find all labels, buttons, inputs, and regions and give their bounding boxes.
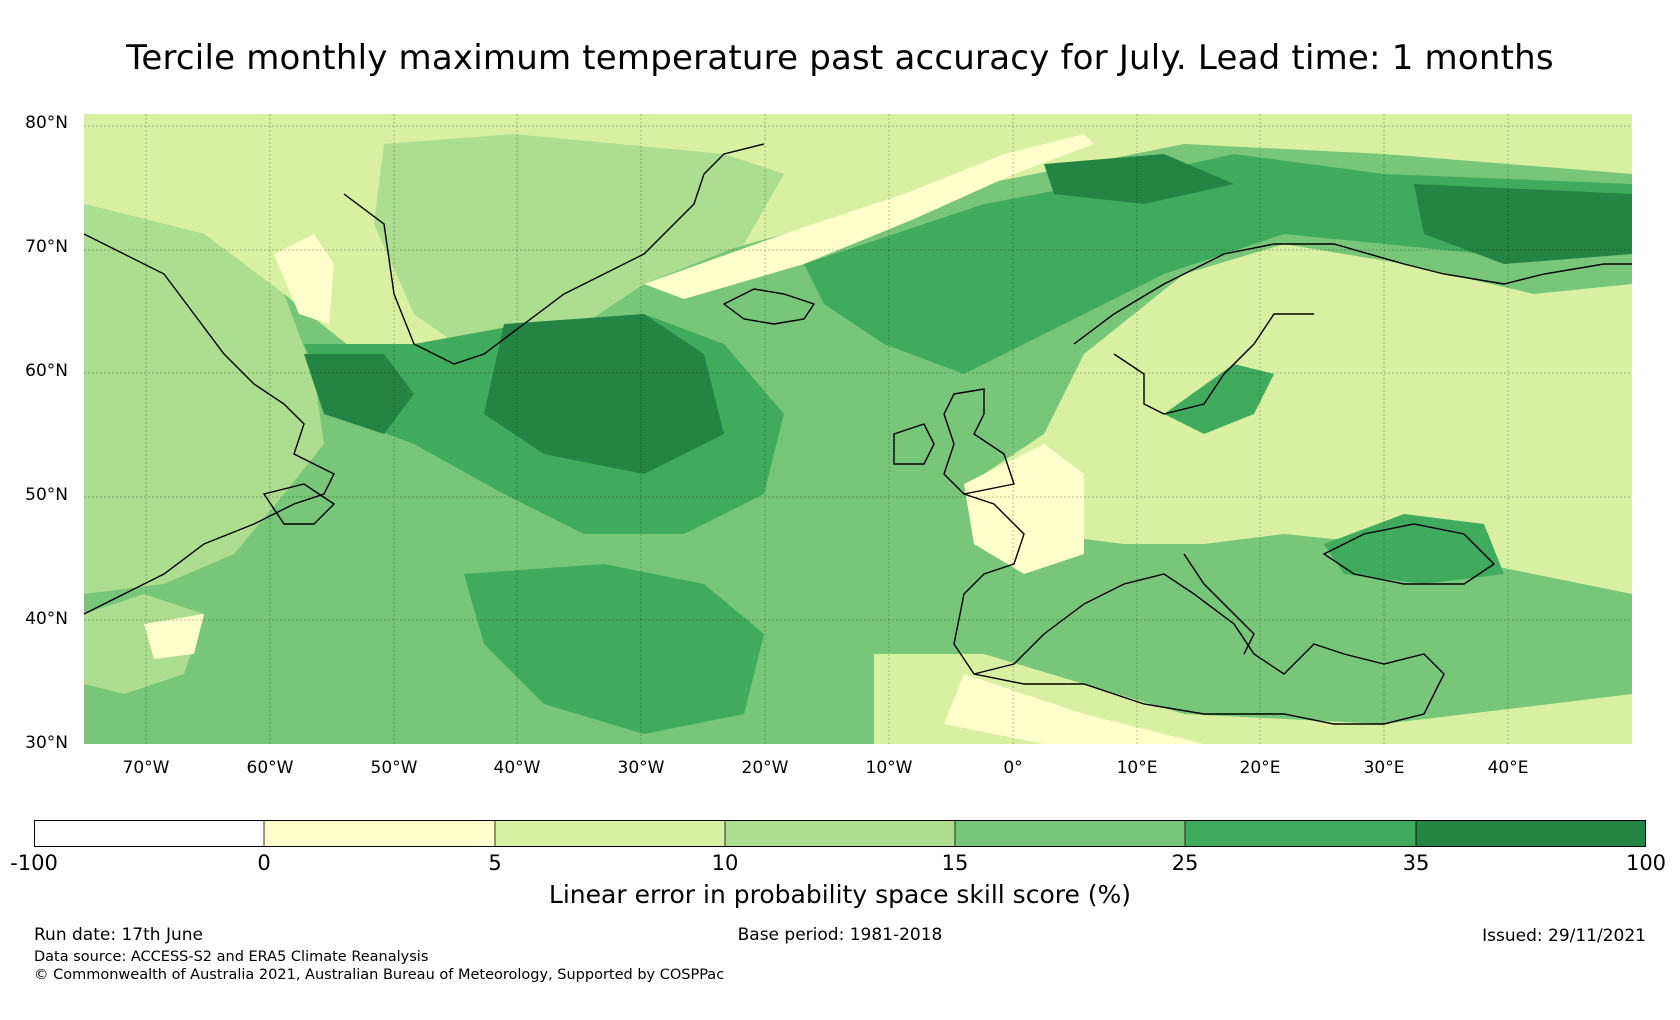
colorbar-tick-25: 25: [1171, 851, 1199, 875]
lon-label-70w: 70°W: [122, 758, 170, 778]
skill-region-sahara: [944, 674, 1204, 744]
skill-region-barents: [1044, 154, 1234, 204]
skill-region-mediterranean: [964, 554, 1444, 714]
skill-region-blacksea: [1324, 514, 1504, 584]
lon-label-30e: 30°E: [1363, 758, 1405, 778]
coastline-norway: [1073, 243, 1632, 345]
skill-region-scandinavia: [984, 244, 1632, 594]
skill-region-labrador: [274, 234, 334, 324]
skill-region-cape: [144, 614, 204, 659]
colorbar-tick-100: 100: [1625, 851, 1667, 875]
coastline-iceland: [722, 288, 816, 325]
colorbar-tick-15: 15: [941, 851, 969, 875]
colorbar-tick-minus100: -100: [10, 851, 58, 875]
run-date: Run date: 17th June: [34, 925, 203, 945]
coastline-labrador: [84, 233, 335, 615]
colorbar: [34, 820, 1646, 847]
colorbar-segment-3: [495, 820, 725, 847]
lon-label-60w: 60°W: [246, 758, 294, 778]
data-source: Data source: ACCESS-S2 and ERA5 Climate …: [34, 949, 429, 965]
skill-region-greenland: [374, 134, 784, 364]
colorbar-tick-10: 10: [711, 851, 739, 875]
coastline-newfoundland: [262, 483, 336, 525]
lat-label-40n: 40°N: [25, 609, 68, 629]
skill-region-baltic: [1164, 364, 1274, 434]
copyright: © Commonwealth of Australia 2021, Austra…: [34, 967, 725, 983]
lon-label-40w: 40°W: [493, 758, 541, 778]
lon-label-40e: 40°E: [1487, 758, 1529, 778]
lon-label-20e: 20°E: [1239, 758, 1281, 778]
lon-label-20w: 20°W: [741, 758, 789, 778]
coastline-italy: [1183, 553, 1255, 655]
coastline-sweden: [1113, 313, 1314, 415]
issued-date: Issued: 29/11/2021: [1482, 926, 1646, 946]
colorbar-segment-2: [264, 820, 495, 847]
lat-label-30n: 30°N: [25, 733, 68, 753]
colorbar-segment-7: [1416, 820, 1646, 847]
coastline-ireland: [893, 423, 935, 465]
coastline-europe-west: [953, 493, 1085, 675]
skill-region-barents-east: [1414, 184, 1632, 264]
coastline-mediterranean: [973, 573, 1445, 725]
colorbar-segment-1: [34, 820, 264, 847]
skill-region-labrador-sea: [304, 354, 414, 434]
skill-region-france: [964, 444, 1084, 574]
lon-label-10w: 10°W: [865, 758, 913, 778]
lon-label-50w: 50°W: [370, 758, 418, 778]
colorbar-tick-0: 0: [257, 851, 271, 875]
skill-region-northamerica: [84, 204, 324, 594]
lat-label-70n: 70°N: [25, 237, 68, 257]
lon-label-10e: 10°E: [1116, 758, 1158, 778]
skill-score-map: [84, 114, 1632, 744]
skill-region-subtropical-dark: [464, 564, 764, 734]
lon-label-0: 0°: [1003, 758, 1023, 778]
lat-label-60n: 60°N: [25, 361, 68, 381]
graticule: [84, 114, 1632, 744]
colorbar-segment-5: [955, 820, 1185, 847]
colorbar-tick-35: 35: [1402, 851, 1430, 875]
base-period: Base period: 1981-2018: [737, 925, 943, 945]
map-title: Tercile monthly maximum temperature past…: [126, 38, 1554, 78]
lon-label-30w: 30°W: [617, 758, 665, 778]
colorbar-segment-4: [725, 820, 955, 847]
coastline-blacksea: [1322, 523, 1496, 585]
skill-region-atlantic-max: [484, 314, 724, 474]
skill-region-streak: [644, 134, 1094, 299]
lat-label-50n: 50°N: [25, 485, 68, 505]
colorbar-label: Linear error in probability space skill …: [548, 880, 1132, 909]
colorbar-segment-6: [1185, 820, 1416, 847]
coastlines: [84, 143, 1632, 725]
colorbar-tick-5: 5: [488, 851, 502, 875]
coastline-greenland: [343, 143, 765, 365]
coastline-britain: [943, 388, 1015, 495]
lat-label-80n: 80°N: [25, 113, 68, 133]
